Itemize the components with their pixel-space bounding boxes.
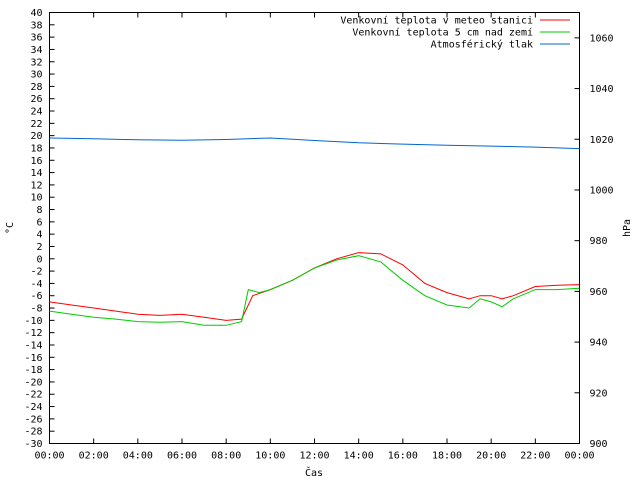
x-tick-label: 22:00 [520, 451, 550, 462]
y-tick-label: 20 [30, 131, 42, 142]
y-tick-label: -26 [24, 414, 42, 425]
y-tick-label: -14 [24, 340, 42, 351]
axis-ticks: 00:00 02:00 04:00 06:00 08:00 10:00 12:00 14:00… [24, 8, 613, 462]
y2-tick-label: 900 [590, 439, 608, 450]
y-tick-label: 28 [30, 82, 42, 93]
y-tick-label: 40 [30, 8, 42, 19]
x-tick-label: 16:00 [388, 451, 418, 462]
y-tick-label: 38 [30, 20, 42, 31]
x-axis-label: Čas [305, 466, 323, 479]
x-tick-label: 20:00 [476, 451, 506, 462]
x-tick-label: 08:00 [211, 451, 241, 462]
y2-tick-label: 1020 [590, 135, 614, 146]
plot-frame [49, 12, 580, 444]
y2-tick-label: 920 [590, 388, 608, 399]
y-tick-label: 32 [30, 57, 42, 68]
y-tick-label: -10 [24, 316, 42, 327]
x-tick-label: 00:00 [34, 451, 64, 462]
y2-tick-label: 1040 [590, 84, 614, 95]
y-tick-label: -24 [24, 402, 42, 413]
x-tick-label: 02:00 [79, 451, 109, 462]
y-tick-label: 30 [30, 70, 42, 81]
y2-tick-label: 980 [590, 236, 608, 247]
y-tick-label: -20 [24, 377, 42, 388]
y-tick-label: 18 [30, 143, 42, 154]
y-tick-label: 10 [30, 193, 42, 204]
y2-axis-label: hPa [622, 219, 633, 237]
y2-tick-label: 1000 [590, 185, 614, 196]
x-tick-label: 00:00 [564, 451, 594, 462]
y-tick-label: -2 [30, 267, 42, 278]
x-tick-label: 04:00 [123, 451, 153, 462]
y-tick-label: -12 [24, 328, 42, 339]
y-axis-label: °C [5, 222, 16, 234]
y-tick-label: -16 [24, 353, 42, 364]
series-line-1 [49, 252, 580, 321]
x-tick-label: 10:00 [255, 451, 285, 462]
y-tick-label: 0 [36, 254, 42, 265]
y-tick-label: 6 [36, 217, 42, 228]
series-line-3 [49, 137, 580, 150]
y-tick-label: 34 [30, 45, 42, 56]
y-tick-label: -8 [30, 304, 42, 315]
y-tick-label: -22 [24, 390, 42, 401]
y-tick-label: 16 [30, 156, 42, 167]
y-tick-label: 24 [30, 107, 42, 118]
y2-tick-label: 940 [590, 338, 608, 349]
x-tick-label: 14:00 [344, 451, 374, 462]
y-tick-label: -4 [30, 279, 42, 290]
series-line-2 [49, 255, 580, 326]
y-tick-label: -6 [30, 291, 42, 302]
y-tick-label: 14 [30, 168, 42, 179]
y-tick-label: 36 [30, 33, 42, 44]
y-tick-label: 22 [30, 119, 42, 130]
x-tick-label: 06:00 [167, 451, 197, 462]
y-tick-label: 12 [30, 180, 42, 191]
y-tick-label: 26 [30, 94, 42, 105]
x-tick-label: 18:00 [432, 451, 462, 462]
legend-label-1: Venkovní teplota v meteo stanici [340, 15, 533, 27]
y2-tick-label: 960 [590, 287, 608, 298]
legend: Venkovní teplota v meteo staniciVenkovní… [340, 15, 570, 51]
y-tick-label: -28 [24, 427, 42, 438]
y-tick-label: 2 [36, 242, 42, 253]
y-tick-label: -30 [24, 439, 42, 450]
y2-tick-label: 1060 [590, 33, 614, 44]
legend-label-2: Venkovní teplota 5 cm nad zemí [352, 27, 533, 39]
y-tick-label: -18 [24, 365, 42, 376]
x-tick-label: 12:00 [299, 451, 329, 462]
y-tick-label: 4 [36, 230, 42, 241]
legend-label-3: Atmosférický tlak [431, 39, 533, 51]
y-tick-label: 8 [36, 205, 42, 216]
series-layer [49, 137, 580, 326]
